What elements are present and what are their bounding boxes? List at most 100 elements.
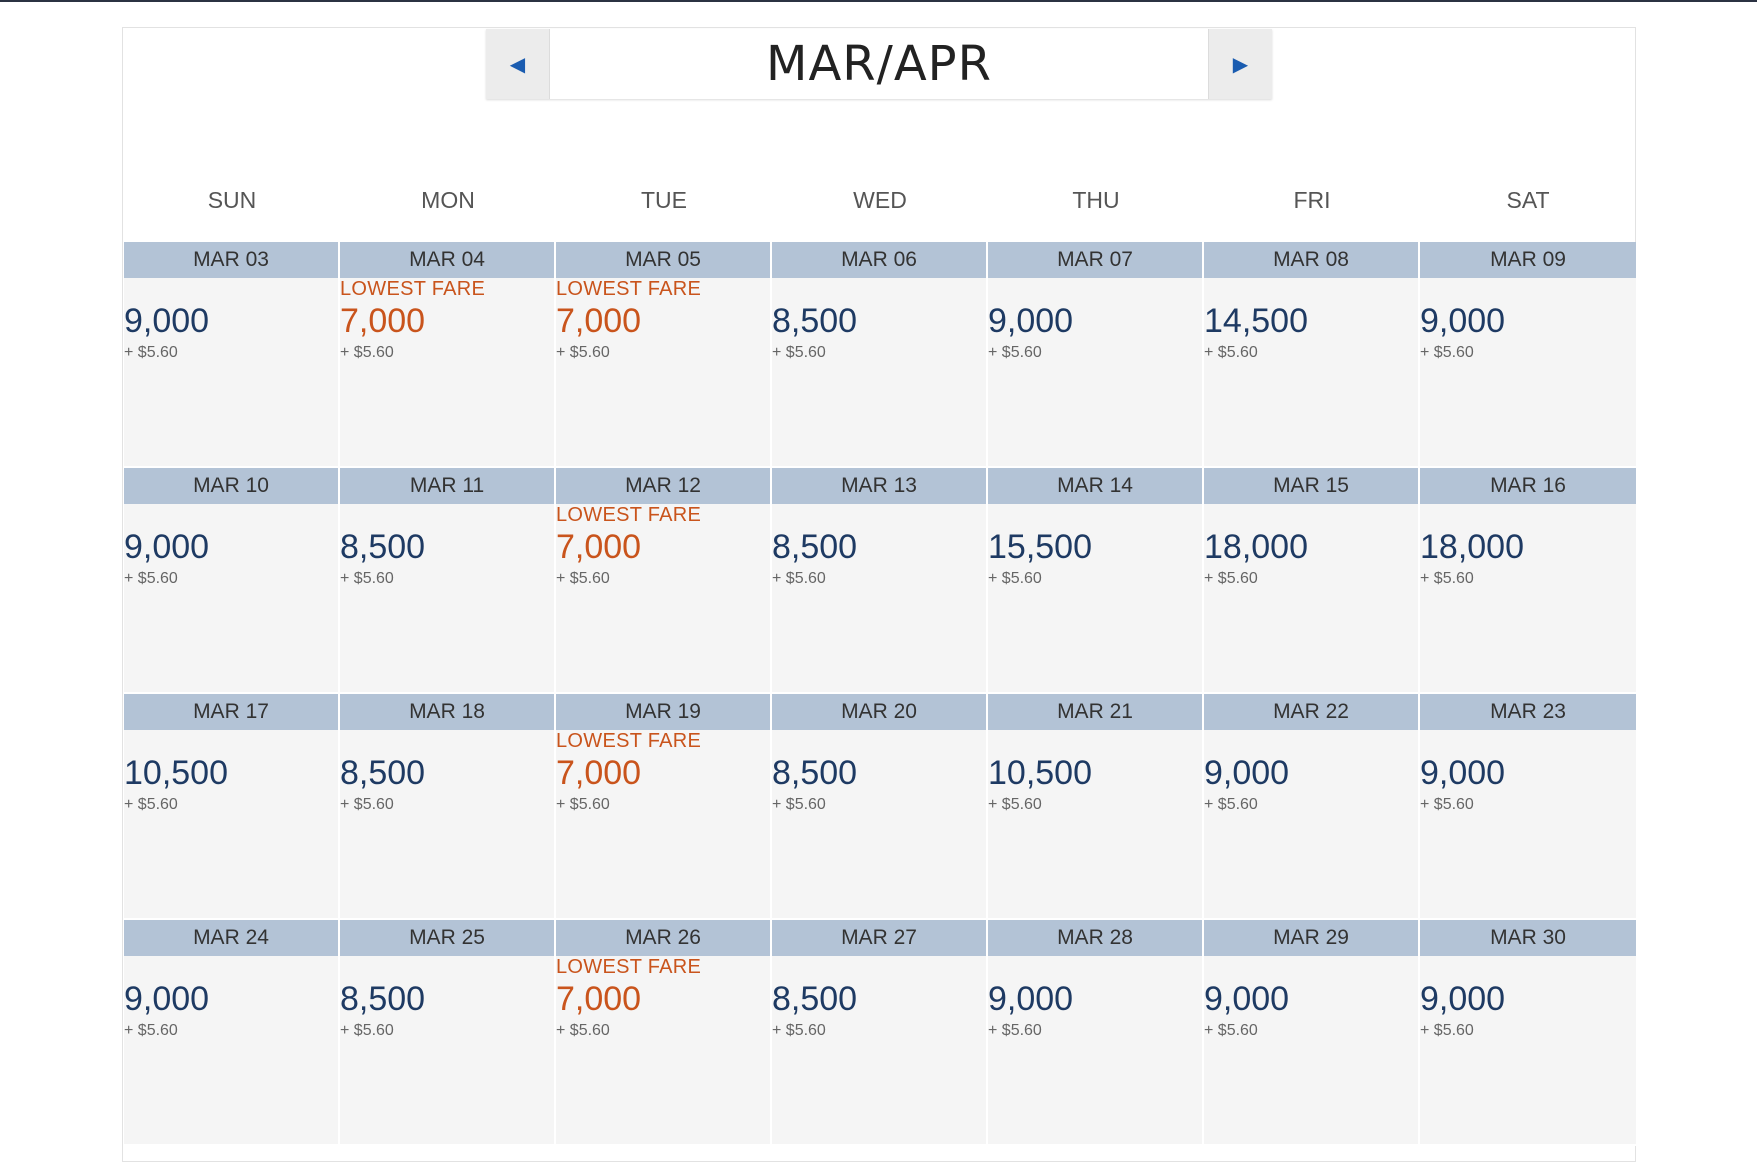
date-label: MAR 19 [556,694,770,730]
fare-day-cell[interactable]: MAR 12 LOWEST FARE 7,000 + $5.60 [556,468,772,694]
fare-day-cell[interactable]: MAR 28 9,000 + $5.60 [988,920,1204,1146]
fare-day-cell[interactable]: MAR 27 8,500 + $5.60 [772,920,988,1146]
date-label: MAR 22 [1204,694,1418,730]
fare-tax: + $5.60 [340,796,394,813]
weekday-tue: TUE [641,187,687,213]
fare-tax: + $5.60 [772,570,826,587]
date-label: MAR 24 [124,920,338,956]
date-label: MAR 04 [340,242,554,278]
date-label: MAR 05 [556,242,770,278]
fare-miles: 8,500 [772,302,858,340]
fare-tax: + $5.60 [988,796,1042,813]
fare-miles: 7,000 [556,302,642,340]
weekday-wed: WED [853,187,907,213]
fare-miles: 9,000 [124,302,210,340]
calendar-week-row: MAR 10 9,000 + $5.60 MAR 11 8,500 + $5.60 MAR … [124,468,1636,694]
date-label: MAR 29 [1204,920,1418,956]
weekday-fri: FRI [1293,187,1331,213]
fare-miles: 8,500 [340,980,426,1018]
weekday-sat: SAT [1506,187,1550,213]
month-title: MAR/APR [550,29,1208,99]
fare-day-cell[interactable]: MAR 29 9,000 + $5.60 [1204,920,1420,1146]
fare-day-cell[interactable]: MAR 10 9,000 + $5.60 [124,468,340,694]
fare-miles: 7,000 [556,754,642,792]
date-label: MAR 20 [772,694,986,730]
fare-miles: 10,500 [988,754,1092,792]
fare-miles: 8,500 [772,754,858,792]
fare-day-cell[interactable]: MAR 23 9,000 + $5.60 [1420,694,1636,920]
fare-day-cell[interactable]: MAR 18 8,500 + $5.60 [340,694,556,920]
fare-day-cell[interactable]: MAR 26 LOWEST FARE 7,000 + $5.60 [556,920,772,1146]
date-label: MAR 03 [124,242,338,278]
fare-miles: 15,500 [988,528,1092,566]
fare-day-cell[interactable]: MAR 14 15,500 + $5.60 [988,468,1204,694]
fare-tax: + $5.60 [1204,1022,1258,1039]
fare-day-cell[interactable]: MAR 17 10,500 + $5.60 [124,694,340,920]
date-label: MAR 30 [1420,920,1636,956]
fare-day-cell[interactable]: MAR 03 9,000 + $5.60 [124,242,340,468]
fare-miles: 9,000 [1420,980,1506,1018]
fare-tax: + $5.60 [124,1022,178,1039]
fare-tax: + $5.60 [1204,570,1258,587]
fare-tax: + $5.60 [1204,796,1258,813]
lowest-fare-label: LOWEST FARE [556,278,702,300]
fare-miles: 9,000 [1204,980,1290,1018]
lowest-fare-label: LOWEST FARE [340,278,486,300]
fare-day-cell[interactable]: MAR 05 LOWEST FARE 7,000 + $5.60 [556,242,772,468]
fare-day-cell[interactable]: MAR 11 8,500 + $5.60 [340,468,556,694]
fare-day-cell[interactable]: MAR 15 18,000 + $5.60 [1204,468,1420,694]
fare-miles: 7,000 [556,528,642,566]
date-label: MAR 25 [340,920,554,956]
fare-tax: + $5.60 [556,1022,610,1039]
fare-tax: + $5.60 [556,344,610,361]
fare-day-cell[interactable]: MAR 06 8,500 + $5.60 [772,242,988,468]
fare-miles: 9,000 [1420,754,1506,792]
next-month-button[interactable]: ▶ [1208,29,1272,99]
date-label: MAR 23 [1420,694,1636,730]
fare-miles: 14,500 [1204,302,1308,340]
weekday-mon: MON [421,187,475,213]
fare-day-cell[interactable]: MAR 07 9,000 + $5.60 [988,242,1204,468]
fare-day-cell[interactable]: MAR 21 10,500 + $5.60 [988,694,1204,920]
fare-day-cell[interactable]: MAR 04 LOWEST FARE 7,000 + $5.60 [340,242,556,468]
fare-day-cell[interactable]: MAR 24 9,000 + $5.60 [124,920,340,1146]
date-label: MAR 14 [988,468,1202,504]
fare-tax: + $5.60 [1420,1022,1474,1039]
date-label: MAR 06 [772,242,986,278]
fare-day-cell[interactable]: MAR 25 8,500 + $5.60 [340,920,556,1146]
fare-miles: 9,000 [124,528,210,566]
fare-miles: 9,000 [124,980,210,1018]
date-label: MAR 27 [772,920,986,956]
fare-day-cell[interactable]: MAR 09 9,000 + $5.60 [1420,242,1636,468]
calendar-week-row: MAR 03 9,000 + $5.60 MAR 04 LOWEST FARE 7,000… [124,242,1636,468]
fare-tax: + $5.60 [1204,344,1258,361]
fare-day-cell[interactable]: MAR 22 9,000 + $5.60 [1204,694,1420,920]
calendar-week-row: MAR 24 9,000 + $5.60 MAR 25 8,500 + $5.60 MAR … [124,920,1636,1146]
fare-miles: 8,500 [340,754,426,792]
date-label: MAR 11 [340,468,554,504]
date-label: MAR 09 [1420,242,1636,278]
fare-tax: + $5.60 [340,570,394,587]
fare-tax: + $5.60 [340,344,394,361]
fare-day-cell[interactable]: MAR 13 8,500 + $5.60 [772,468,988,694]
date-label: MAR 21 [988,694,1202,730]
fare-day-cell[interactable]: MAR 08 14,500 + $5.60 [1204,242,1420,468]
fare-miles: 8,500 [340,528,426,566]
fare-day-cell[interactable]: MAR 16 18,000 + $5.60 [1420,468,1636,694]
top-border [0,0,1757,2]
weekday-header-row: SUN MON TUE WED THU FRI SAT [124,180,1636,220]
fare-tax: + $5.60 [556,796,610,813]
fare-miles: 9,000 [1204,754,1290,792]
date-label: MAR 12 [556,468,770,504]
fare-miles: 18,000 [1420,528,1524,566]
lowest-fare-label: LOWEST FARE [556,956,702,978]
calendar-week-row: MAR 17 10,500 + $5.60 MAR 18 8,500 + $5.60 MAR… [124,694,1636,920]
fare-miles: 7,000 [340,302,426,340]
date-label: MAR 16 [1420,468,1636,504]
fare-tax: + $5.60 [1420,344,1474,361]
weekday-thu: THU [1072,187,1120,213]
prev-month-button[interactable]: ◀ [486,29,550,99]
fare-day-cell[interactable]: MAR 30 9,000 + $5.60 [1420,920,1636,1146]
fare-day-cell[interactable]: MAR 20 8,500 + $5.60 [772,694,988,920]
fare-day-cell[interactable]: MAR 19 LOWEST FARE 7,000 + $5.60 [556,694,772,920]
